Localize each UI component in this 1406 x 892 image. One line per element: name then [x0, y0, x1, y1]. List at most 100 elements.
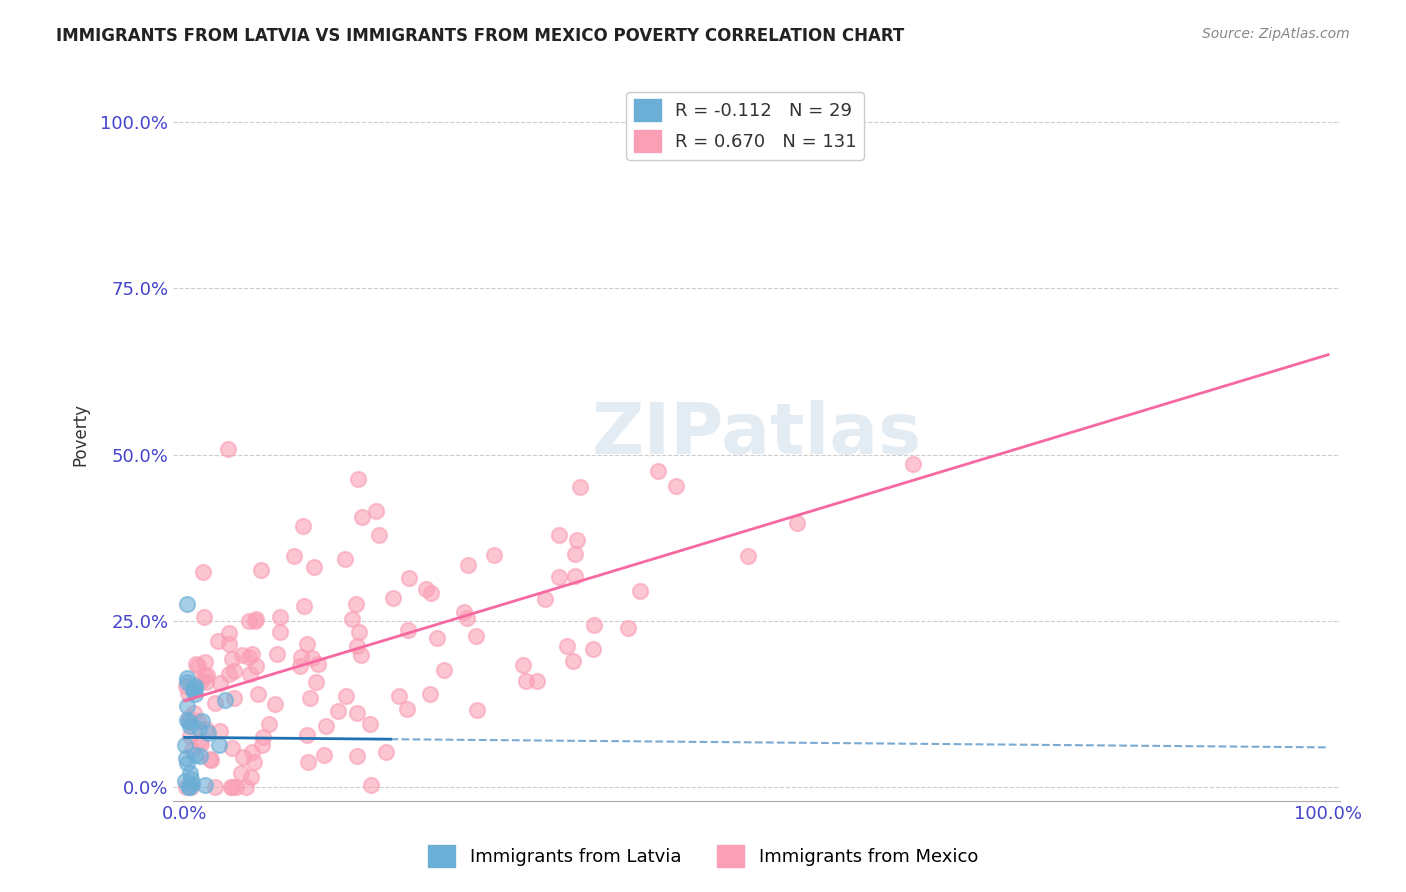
Point: [398, 571, 420, 585]
Point: [240, 771, 263, 785]
Point: [217, 442, 239, 457]
Point: [176, 675, 198, 690]
Point: [295, 728, 318, 742]
Point: [340, 611, 363, 625]
Point: [297, 637, 319, 651]
Point: [347, 625, 370, 640]
Point: [204, 780, 226, 795]
Point: [565, 533, 588, 547]
Point: [209, 723, 232, 738]
Point: [302, 560, 325, 574]
Point: [176, 756, 198, 770]
Point: [188, 734, 211, 748]
Point: [737, 549, 759, 564]
Point: [194, 674, 217, 689]
Point: [252, 731, 274, 745]
Point: [231, 648, 253, 662]
Point: [177, 780, 200, 795]
Point: [195, 668, 218, 682]
Point: [177, 715, 200, 730]
Point: [191, 714, 214, 728]
Point: [198, 752, 221, 766]
Text: IMMIGRANTS FROM LATVIA VS IMMIGRANTS FROM MEXICO POVERTY CORRELATION CHART: IMMIGRANTS FROM LATVIA VS IMMIGRANTS FRO…: [56, 27, 904, 45]
Point: [187, 659, 209, 673]
Point: [583, 618, 606, 632]
Point: [177, 711, 200, 725]
Point: [515, 673, 537, 688]
Point: [183, 706, 205, 721]
Text: ZIPatlas: ZIPatlas: [592, 401, 921, 469]
Point: [190, 737, 212, 751]
Point: [395, 701, 418, 715]
Point: [225, 780, 247, 795]
Point: [179, 730, 201, 744]
Point: [347, 472, 370, 486]
Point: [419, 585, 441, 599]
Point: [191, 566, 214, 580]
Point: [218, 637, 240, 651]
Point: [242, 755, 264, 769]
Point: [238, 649, 260, 664]
Point: [180, 777, 202, 791]
Point: [214, 693, 236, 707]
Point: [548, 528, 571, 542]
Point: [533, 592, 555, 607]
Point: [177, 780, 200, 795]
Point: [190, 674, 212, 689]
Point: [184, 679, 207, 693]
Point: [456, 611, 478, 625]
Point: [187, 714, 209, 728]
Point: [269, 625, 291, 640]
Point: [305, 675, 328, 690]
Point: [364, 504, 387, 518]
Point: [367, 528, 389, 542]
Point: [426, 631, 449, 645]
Point: [195, 723, 218, 737]
Point: [350, 648, 373, 662]
Point: [208, 738, 231, 752]
Point: [312, 748, 335, 763]
Point: [901, 457, 924, 471]
Point: [359, 717, 381, 731]
Point: [222, 665, 245, 679]
Point: [180, 780, 202, 795]
Point: [555, 639, 578, 653]
Point: [419, 687, 441, 701]
Point: [335, 689, 357, 703]
Point: [315, 719, 337, 733]
Point: [207, 633, 229, 648]
Point: [307, 657, 329, 672]
Point: [665, 479, 688, 493]
Point: [181, 682, 204, 697]
Point: [218, 626, 240, 640]
Point: [297, 755, 319, 769]
Point: [333, 552, 356, 566]
Point: [176, 698, 198, 713]
Point: [482, 548, 505, 562]
Point: [176, 713, 198, 727]
Point: [291, 518, 314, 533]
Point: [174, 679, 197, 693]
Point: [326, 704, 349, 718]
Point: [187, 722, 209, 736]
Point: [232, 749, 254, 764]
Point: [219, 780, 242, 795]
Point: [415, 582, 437, 596]
Point: [176, 751, 198, 765]
Point: [245, 659, 267, 673]
Point: [381, 591, 404, 605]
Point: [266, 647, 288, 661]
Point: [197, 725, 219, 739]
Point: [174, 738, 197, 752]
Point: [526, 673, 548, 688]
Point: [250, 738, 273, 752]
Point: [179, 719, 201, 733]
Point: [249, 563, 271, 577]
Point: [176, 671, 198, 685]
Point: [194, 778, 217, 792]
Point: [346, 706, 368, 721]
Point: [344, 597, 367, 611]
Point: [582, 642, 605, 657]
Legend: R = -0.112   N = 29, R = 0.670   N = 131: R = -0.112 N = 29, R = 0.670 N = 131: [627, 92, 865, 160]
Point: [465, 629, 488, 643]
